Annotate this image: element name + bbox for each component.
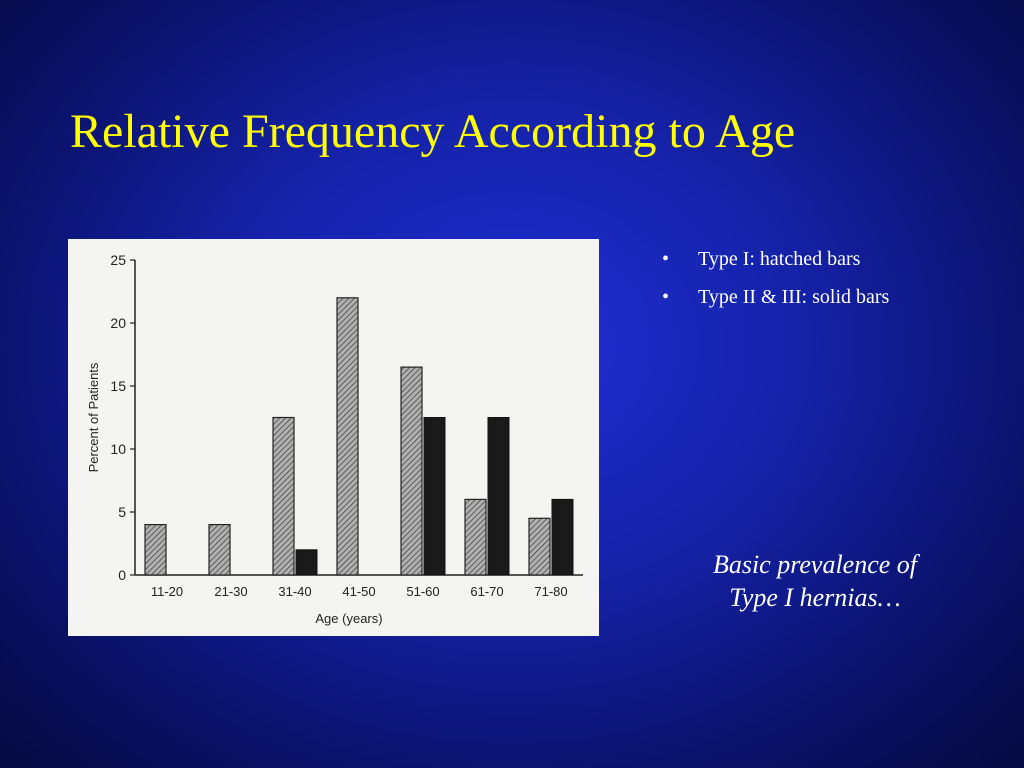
hatched-bar — [208, 524, 231, 576]
y-tick-label: 20 — [110, 315, 126, 331]
bullet-text: Type I: hatched bars — [698, 248, 861, 270]
hatched-bar — [400, 366, 423, 576]
x-tick-label: 71-80 — [534, 584, 567, 599]
slide-title: Relative Frequency According to Age — [70, 105, 796, 158]
y-tick-label: 5 — [118, 504, 126, 520]
x-axis-title: Age (years) — [315, 611, 382, 626]
chart-figure: 0 5 10 15 20 25 Percent of Patients 11-20 21-30 3… — [68, 239, 599, 636]
hatched-bar — [336, 297, 359, 576]
solid-bar — [487, 417, 510, 576]
bar-chart: 0 5 10 15 20 25 Percent of Patients 11-20 21-30 3… — [86, 252, 583, 626]
caption: Basic prevalence of Type I hernias… — [660, 548, 970, 614]
x-tick-label: 11-20 — [151, 584, 183, 599]
hatched-bar — [464, 498, 487, 576]
y-axis-title: Percent of Patients — [86, 362, 101, 472]
bullet-item-type-2-3: • Type II & III: solid bars — [662, 286, 1002, 309]
bullet-text: Type II & III: solid bars — [698, 286, 890, 308]
caption-line: Basic prevalence of — [712, 550, 918, 579]
x-tick-label: 61-70 — [470, 584, 503, 599]
caption-line: Type I hernias… — [729, 583, 901, 612]
hatched-bar — [528, 517, 551, 576]
y-tick-label: 15 — [110, 378, 126, 394]
x-tick-label: 41-50 — [342, 584, 375, 599]
bullet-marker: • — [662, 286, 670, 308]
x-tick-label: 21-30 — [214, 584, 247, 599]
hatched-bar — [144, 524, 167, 576]
bullet-item-type-1: • Type I: hatched bars — [662, 248, 1002, 271]
y-tick-label: 25 — [110, 252, 126, 268]
y-tick-label: 0 — [118, 567, 126, 583]
x-tick-label: 51-60 — [406, 584, 439, 599]
bullet-marker: • — [662, 248, 670, 270]
y-tick-label: 10 — [110, 441, 126, 457]
x-tick-label: 31-40 — [278, 584, 311, 599]
solid-bar — [551, 498, 574, 576]
legend-bullets: • Type I: hatched bars • Type II & III: … — [662, 248, 1002, 324]
solid-bar — [423, 417, 446, 576]
solid-bar — [295, 549, 318, 576]
hatched-bar — [272, 416, 295, 576]
